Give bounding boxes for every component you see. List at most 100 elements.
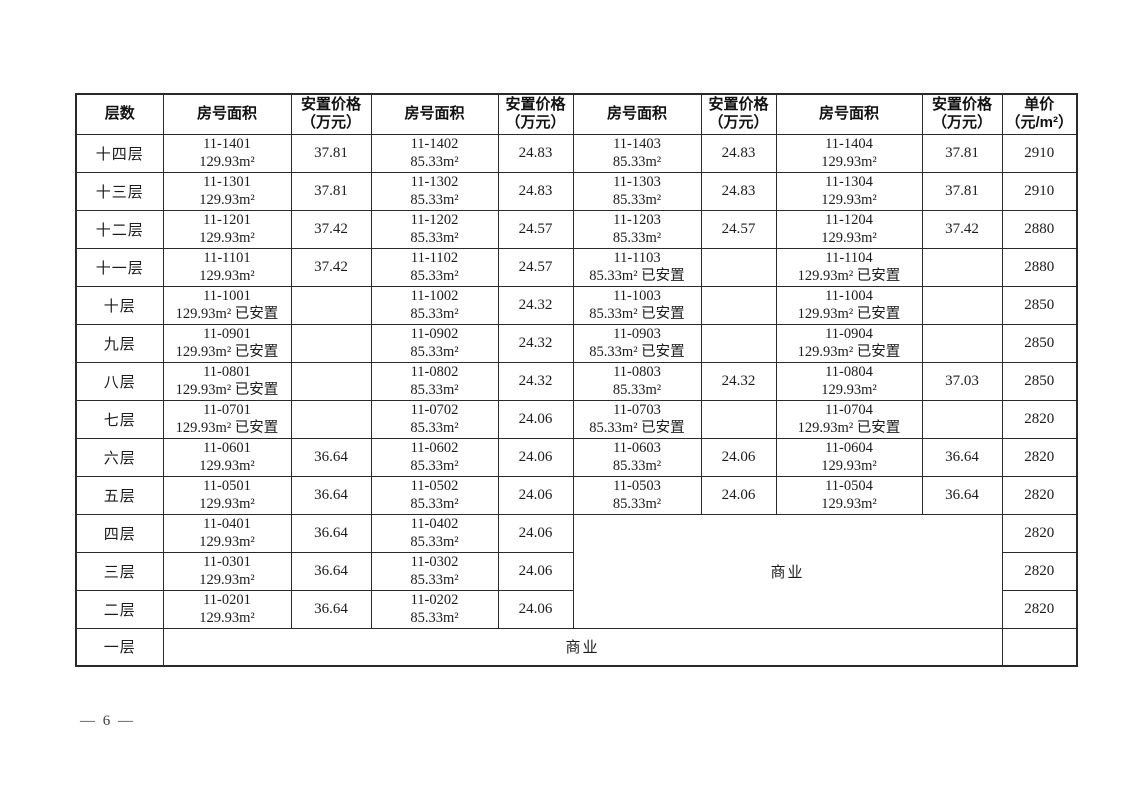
- settlement-price-value: 24.06: [700, 475, 777, 515]
- room-area: 85.33m²: [410, 306, 459, 322]
- room-number: 11-0604: [825, 440, 873, 456]
- settlement-price-value: 24.06: [497, 513, 574, 553]
- room-number: 11-1402: [410, 136, 459, 152]
- room-area-cell: 11-0601 129.93m²: [162, 437, 292, 477]
- room-area: 129.93m² 已安置: [175, 306, 279, 322]
- room-area: 129.93m²: [199, 154, 255, 170]
- room-area: 85.33m² 已安置: [589, 268, 685, 284]
- room-number: 11-0804: [825, 364, 873, 380]
- settlement-price-value: 24.83: [497, 171, 574, 211]
- table-row: 五层 11-0501 129.93m² 36.64 11-0502 85.33m² 24.0…: [75, 475, 1078, 515]
- settlement-price-value: [700, 399, 777, 439]
- room-area-cell: 11-0602 85.33m²: [370, 437, 499, 477]
- room-area-cell: 11-1101 129.93m²: [162, 247, 292, 287]
- settlement-price-value: [700, 323, 777, 363]
- room-number: 11-0202: [410, 592, 459, 608]
- settlement-price-value: 37.42: [921, 209, 1003, 249]
- settlement-price-value: [290, 285, 372, 325]
- room-area-cell: 11-1402 85.33m²: [370, 133, 499, 173]
- room-area: 129.93m² 已安置: [797, 306, 901, 322]
- room-number: 11-1102: [410, 250, 459, 266]
- room-number: 11-0201: [203, 592, 251, 608]
- room-number: 11-0503: [613, 478, 661, 494]
- unit-price-value: [1001, 627, 1078, 667]
- table-row: 十层 11-1001 129.93m² 已安置 11-1002 85.33m² 24.32…: [75, 285, 1078, 325]
- table-row: 六层 11-0601 129.93m² 36.64 11-0602 85.33m² 24.0…: [75, 437, 1078, 477]
- column-header-floor: 层数: [75, 93, 164, 135]
- room-number: 11-0401: [203, 516, 251, 532]
- room-number: 11-0502: [410, 478, 459, 494]
- room-area-cell: 11-0401 129.93m²: [162, 513, 292, 553]
- room-area: 129.93m²: [821, 458, 877, 474]
- settlement-price-value: [700, 247, 777, 287]
- room-number: 11-1004: [825, 288, 873, 304]
- room-area-cell: 11-1103 85.33m² 已安置: [572, 247, 702, 287]
- column-header-price-1: 安置价格 （万元）: [290, 93, 372, 135]
- room-area: 129.93m²: [821, 192, 877, 208]
- room-area: 85.33m²: [410, 458, 459, 474]
- room-area-cell: 11-0804 129.93m²: [775, 361, 923, 401]
- room-area-cell: 11-0904 129.93m² 已安置: [775, 323, 923, 363]
- room-number: 11-1002: [410, 288, 459, 304]
- room-area: 85.33m²: [410, 192, 459, 208]
- unit-price-value: 2910: [1001, 133, 1078, 173]
- room-number: 11-1104: [825, 250, 873, 266]
- floor-label: 十层: [75, 285, 164, 325]
- settlement-price-value: 24.57: [700, 209, 777, 249]
- room-area: 85.33m²: [612, 230, 662, 246]
- room-number: 11-1301: [203, 174, 251, 190]
- settlement-price-value: 37.03: [921, 361, 1003, 401]
- room-number: 11-0802: [410, 364, 459, 380]
- floor-label: 二层: [75, 589, 164, 629]
- settlement-price-value: 24.32: [497, 361, 574, 401]
- settlement-price-value: [700, 285, 777, 325]
- room-number: 11-0301: [203, 554, 251, 570]
- unit-price-value: 2820: [1001, 475, 1078, 515]
- column-header-room-area-2: 房号面积: [370, 93, 499, 135]
- settlement-price-value: 24.32: [700, 361, 777, 401]
- floor-label: 四层: [75, 513, 164, 553]
- room-area-cell: 11-1301 129.93m²: [162, 171, 292, 211]
- room-number: 11-0504: [825, 478, 873, 494]
- room-number: 11-1404: [825, 136, 873, 152]
- room-area: 129.93m² 已安置: [175, 344, 279, 360]
- room-number: 11-0704: [825, 402, 873, 418]
- room-number: 11-0501: [203, 478, 251, 494]
- floor-label: 一层: [75, 627, 164, 667]
- settlement-price-value: 36.64: [921, 437, 1003, 477]
- room-area-cell: 11-0604 129.93m²: [775, 437, 923, 477]
- room-number: 11-0901: [203, 326, 251, 342]
- room-area: 129.93m²: [199, 572, 255, 588]
- room-area-cell: 11-0402 85.33m²: [370, 513, 499, 553]
- settlement-price-value: [921, 323, 1003, 363]
- room-area-cell: 11-0503 85.33m²: [572, 475, 702, 515]
- table-row: 九层 11-0901 129.93m² 已安置 11-0902 85.33m² 24.32…: [75, 323, 1078, 363]
- room-area: 85.33m² 已安置: [589, 344, 685, 360]
- table-row: 四层 11-0401 129.93m² 36.64 11-0402 85.33m² 24.0…: [75, 513, 1078, 629]
- settlement-price-value: 24.57: [497, 209, 574, 249]
- room-area: 129.93m² 已安置: [175, 420, 279, 436]
- table-row: 七层 11-0701 129.93m² 已安置 11-0702 85.33m² 24.06…: [75, 399, 1078, 439]
- room-area-cell: 11-0302 85.33m²: [370, 551, 499, 591]
- room-area-cell: 11-1403 85.33m²: [572, 133, 702, 173]
- room-area: 85.33m²: [410, 344, 459, 360]
- settlement-price-value: 37.42: [290, 209, 372, 249]
- settlement-price-value: 36.64: [290, 437, 372, 477]
- room-area: 85.33m²: [410, 496, 459, 512]
- room-number: 11-1203: [613, 212, 661, 228]
- room-area-cell: 11-1202 85.33m²: [370, 209, 499, 249]
- room-area: 85.33m²: [612, 458, 662, 474]
- floor-label: 三层: [75, 551, 164, 591]
- floor-label: 十一层: [75, 247, 164, 287]
- room-area-cell: 11-1002 85.33m²: [370, 285, 499, 325]
- room-number: 11-1103: [613, 250, 661, 266]
- room-area: 129.93m² 已安置: [175, 382, 279, 398]
- room-area: 129.93m²: [821, 154, 877, 170]
- room-area-cell: 11-0801 129.93m² 已安置: [162, 361, 292, 401]
- unit-price-value: 2820: [1001, 513, 1078, 553]
- floor-label: 十三层: [75, 171, 164, 211]
- room-area: 129.93m²: [199, 610, 255, 626]
- room-area: 85.33m²: [612, 154, 662, 170]
- room-number: 11-1304: [825, 174, 873, 190]
- unit-price-value: 2820: [1001, 399, 1078, 439]
